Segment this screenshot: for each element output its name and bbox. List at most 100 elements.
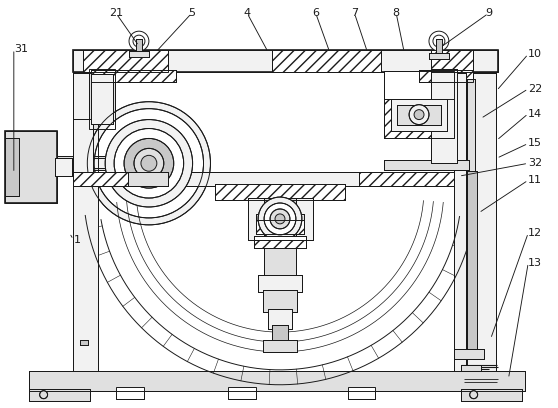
Bar bbox=[431, 50, 473, 72]
Bar bbox=[248, 198, 313, 240]
Bar bbox=[5, 131, 56, 203]
Bar bbox=[454, 73, 496, 371]
Bar bbox=[436, 39, 442, 55]
Bar bbox=[256, 220, 304, 234]
Bar bbox=[256, 214, 304, 234]
Bar bbox=[272, 325, 288, 343]
Circle shape bbox=[429, 31, 449, 51]
Bar bbox=[397, 105, 441, 124]
Bar bbox=[263, 290, 297, 312]
Text: 21: 21 bbox=[109, 8, 123, 18]
Bar bbox=[391, 99, 447, 131]
Bar bbox=[429, 53, 449, 59]
Text: 10: 10 bbox=[528, 49, 542, 59]
Bar bbox=[5, 131, 56, 203]
Text: 6: 6 bbox=[312, 8, 319, 18]
Bar bbox=[397, 105, 441, 124]
Bar bbox=[74, 73, 98, 371]
Circle shape bbox=[114, 129, 184, 198]
Bar bbox=[431, 50, 473, 72]
Bar bbox=[129, 51, 149, 57]
Bar bbox=[384, 160, 469, 170]
Bar bbox=[37, 156, 152, 170]
Text: 14: 14 bbox=[528, 109, 542, 119]
Bar bbox=[215, 184, 344, 200]
Bar bbox=[74, 172, 128, 186]
Bar bbox=[28, 389, 90, 401]
Circle shape bbox=[275, 214, 285, 224]
Bar bbox=[28, 389, 90, 401]
Bar bbox=[391, 99, 447, 131]
Bar bbox=[92, 70, 176, 82]
Bar bbox=[454, 349, 484, 359]
Circle shape bbox=[141, 155, 157, 171]
Bar bbox=[74, 182, 98, 371]
Text: 15: 15 bbox=[528, 138, 542, 149]
Bar bbox=[258, 275, 302, 293]
Bar bbox=[51, 158, 151, 168]
Bar bbox=[359, 172, 461, 186]
Bar bbox=[264, 198, 296, 277]
Bar bbox=[272, 50, 381, 72]
Text: 1: 1 bbox=[74, 235, 80, 245]
Bar bbox=[74, 182, 98, 371]
Bar bbox=[461, 365, 480, 371]
Bar bbox=[419, 70, 473, 82]
Bar bbox=[74, 119, 93, 213]
Bar bbox=[55, 158, 73, 176]
Bar bbox=[89, 69, 115, 129]
Bar bbox=[136, 39, 142, 54]
Circle shape bbox=[129, 31, 149, 51]
Bar bbox=[263, 340, 297, 352]
Bar bbox=[256, 220, 304, 234]
Bar bbox=[83, 50, 168, 72]
Text: 12: 12 bbox=[528, 228, 542, 238]
Bar bbox=[74, 73, 98, 371]
Bar bbox=[272, 50, 381, 72]
Bar bbox=[466, 171, 477, 352]
Bar bbox=[74, 172, 128, 186]
Bar bbox=[228, 387, 256, 399]
Bar bbox=[419, 70, 473, 82]
Bar bbox=[419, 70, 473, 82]
Bar bbox=[215, 184, 344, 200]
Circle shape bbox=[124, 138, 174, 188]
Bar bbox=[37, 156, 152, 170]
Circle shape bbox=[264, 203, 296, 235]
Bar bbox=[431, 69, 457, 163]
Bar bbox=[116, 387, 144, 399]
Bar bbox=[28, 371, 525, 391]
Bar bbox=[431, 69, 457, 163]
Bar bbox=[272, 325, 288, 343]
Bar bbox=[359, 172, 461, 186]
Bar bbox=[256, 214, 304, 234]
Bar bbox=[74, 172, 128, 186]
Bar bbox=[268, 309, 292, 329]
Bar bbox=[51, 158, 151, 168]
Bar bbox=[136, 39, 142, 54]
Text: 5: 5 bbox=[188, 8, 195, 18]
Bar bbox=[254, 236, 306, 248]
Bar bbox=[92, 74, 113, 124]
Bar bbox=[215, 184, 344, 200]
Bar bbox=[263, 290, 297, 312]
Bar bbox=[429, 53, 449, 59]
Bar bbox=[466, 79, 475, 277]
Circle shape bbox=[87, 102, 210, 225]
Circle shape bbox=[40, 391, 47, 399]
Bar bbox=[454, 349, 484, 359]
Bar bbox=[80, 340, 88, 345]
Bar bbox=[384, 71, 454, 138]
Bar bbox=[454, 73, 466, 371]
Bar bbox=[92, 70, 176, 82]
Bar bbox=[454, 73, 466, 371]
Bar bbox=[256, 220, 304, 234]
Bar bbox=[348, 387, 376, 399]
Bar bbox=[461, 365, 480, 371]
Bar bbox=[384, 99, 454, 138]
Bar bbox=[461, 389, 522, 401]
Bar bbox=[466, 171, 477, 352]
Bar bbox=[92, 70, 176, 82]
Bar bbox=[92, 70, 176, 82]
Text: 22: 22 bbox=[528, 84, 542, 94]
